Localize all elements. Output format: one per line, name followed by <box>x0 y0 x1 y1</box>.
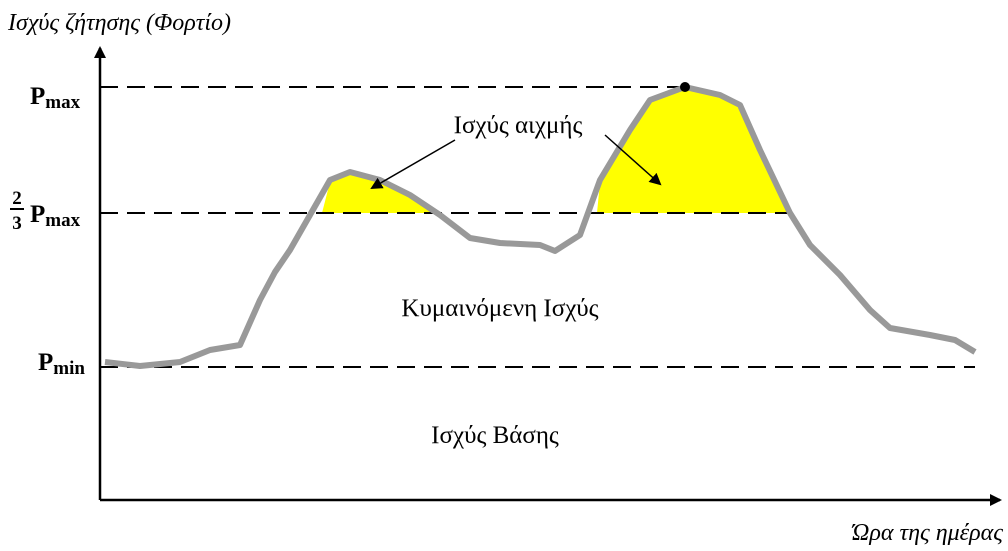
symbol: P <box>30 83 45 110</box>
symbol: P <box>30 201 45 228</box>
pmax-label: Pmax <box>30 83 81 113</box>
fraction-denominator: 3 <box>12 213 22 234</box>
base-label: Ισχύς Βάσης <box>431 422 559 449</box>
peak-label: Ισχύς αιχμής <box>454 112 583 139</box>
load-curve <box>104 84 977 369</box>
subscript: max <box>45 92 80 113</box>
fraction-numerator: 2 <box>12 188 22 209</box>
subscript: min <box>53 358 85 379</box>
intermediate-label: Κυμαινόμενη Ισχύς <box>401 295 598 322</box>
peak-area-left <box>322 172 440 213</box>
subscript: max <box>45 210 80 231</box>
symbol: P <box>38 349 53 376</box>
y-axis-title: Ισχύς ζήτησης (Φορτίο) <box>7 10 231 36</box>
peak-dot <box>680 82 690 92</box>
peak-area-right <box>597 87 790 213</box>
arrow-right <box>604 134 662 186</box>
pmin-label: Pmin <box>38 349 85 379</box>
x-axis-title: Ώρα της ημέρας <box>851 520 1003 546</box>
two-thirds-label: Pmax <box>30 201 81 231</box>
arrow-left <box>370 139 456 190</box>
